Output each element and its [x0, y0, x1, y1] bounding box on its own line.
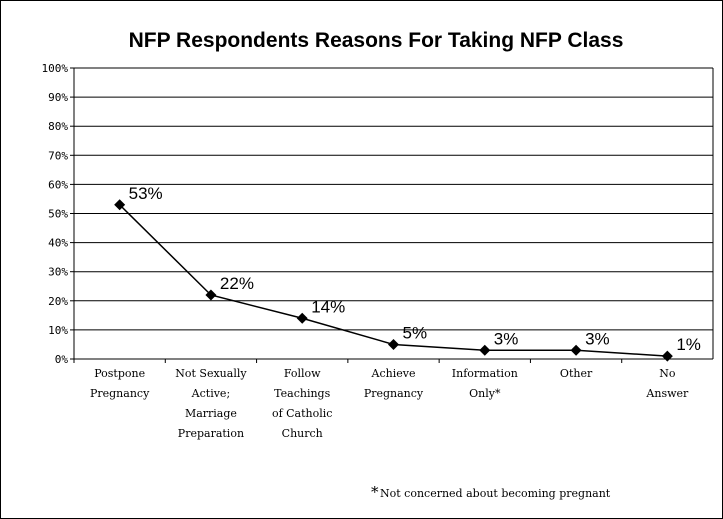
y-tick-label: 80%: [48, 120, 68, 133]
x-tick-label: Not Sexually Active; Marriage Preparation: [175, 367, 247, 440]
data-point: [114, 199, 126, 211]
y-tick-label: 0%: [55, 353, 69, 366]
y-tick-label: 100%: [42, 62, 69, 75]
x-tick-label: Information Only*: [452, 367, 518, 400]
data-label: 3%: [494, 329, 519, 348]
data-label: 22%: [220, 274, 254, 293]
data-label: 3%: [585, 329, 610, 348]
x-tick-label: No Answer: [645, 367, 689, 400]
y-axis-ticks: 0% 10% 20% 30% 40% 50% 60% 70% 80% 90% 100%: [42, 62, 74, 366]
y-tick-label: 20%: [48, 295, 68, 308]
y-tick-label: 40%: [48, 237, 68, 250]
x-tick-label: Achieve Pregnancy: [364, 367, 424, 400]
data-label: 5%: [403, 323, 428, 342]
data-point: [205, 289, 217, 301]
data-point: [570, 344, 582, 356]
y-tick-label: 60%: [48, 178, 68, 191]
data-label: 1%: [676, 335, 701, 354]
data-point: [479, 344, 491, 356]
chart-title: NFP Respondents Reasons For Taking NFP C…: [129, 29, 624, 52]
x-tick-label: Other: [560, 367, 593, 380]
grid-lines: [73, 67, 714, 360]
footnote: * Not concerned about becoming pregnant: [371, 483, 611, 501]
x-axis-ticks: Postpone Pregnancy Not Sexually Active; Marr…: [73, 359, 689, 440]
y-tick-label: 30%: [48, 266, 68, 279]
data-label: 53%: [129, 184, 163, 203]
data-markers: [114, 199, 673, 362]
y-tick-label: 70%: [48, 149, 68, 162]
data-label: 14%: [311, 297, 345, 316]
data-point: [661, 350, 673, 362]
footnote-text: Not concerned about becoming pregnant: [380, 487, 611, 500]
x-tick-label: Follow Teachings of Catholic Church: [272, 367, 333, 440]
x-tick-label: Postpone Pregnancy: [90, 367, 150, 400]
footnote-star: *: [371, 483, 379, 501]
data-point: [296, 312, 308, 324]
y-tick-label: 10%: [48, 324, 68, 337]
y-tick-label: 90%: [48, 91, 68, 104]
data-labels: 53% 22% 14% 5% 3% 3% 1%: [129, 184, 701, 354]
data-point: [388, 338, 399, 350]
y-tick-label: 50%: [48, 208, 68, 221]
